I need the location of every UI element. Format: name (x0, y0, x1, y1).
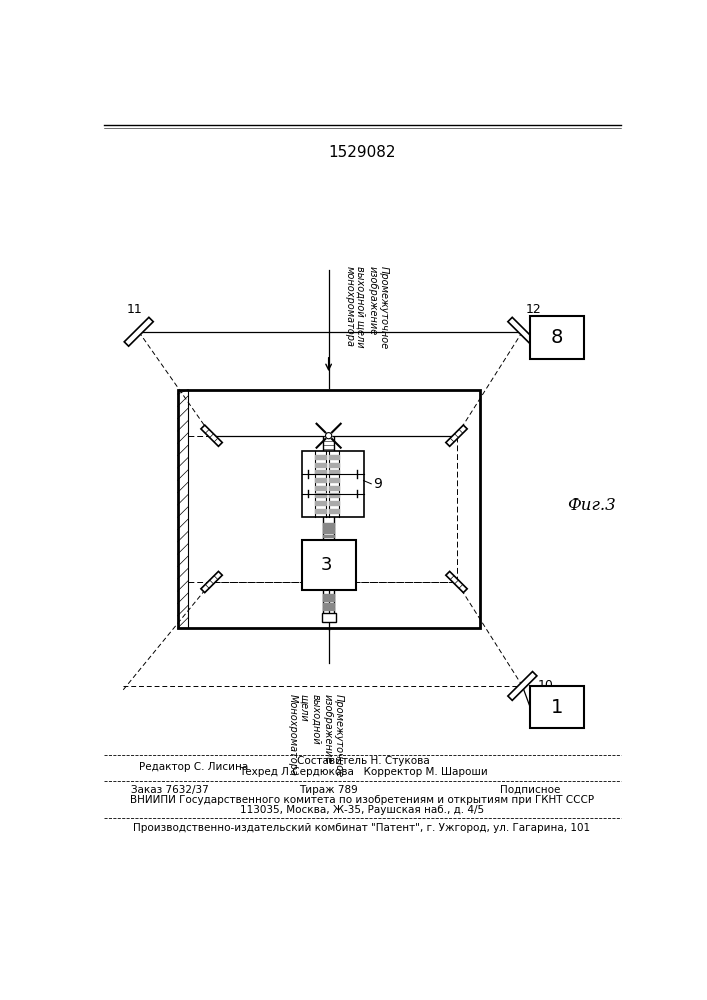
Polygon shape (315, 470, 327, 474)
Text: 1529082: 1529082 (328, 145, 396, 160)
Polygon shape (315, 509, 327, 513)
Polygon shape (329, 501, 339, 505)
Polygon shape (323, 531, 334, 533)
Bar (530, 316, 585, 359)
Polygon shape (323, 523, 334, 526)
Text: Промежуточное
изображение
выходной щели
монохроматора: Промежуточное изображение выходной щели … (344, 266, 389, 350)
Polygon shape (329, 455, 339, 459)
Polygon shape (315, 501, 327, 505)
Polygon shape (315, 486, 327, 490)
Circle shape (325, 433, 332, 439)
Polygon shape (124, 317, 153, 346)
Text: Подписное: Подписное (500, 785, 561, 795)
Polygon shape (508, 672, 537, 700)
Text: 11: 11 (127, 303, 143, 316)
Polygon shape (446, 571, 467, 593)
Polygon shape (201, 571, 222, 593)
Polygon shape (329, 470, 339, 474)
Polygon shape (315, 463, 327, 466)
Polygon shape (315, 493, 327, 497)
Text: 12: 12 (526, 303, 542, 316)
Text: Заказ 7632/37: Заказ 7632/37 (131, 785, 209, 795)
Text: 1: 1 (551, 698, 563, 717)
Text: Техред Л.Сердюкова   Корректор М. Шароши: Техред Л.Сердюкова Корректор М. Шароши (239, 767, 488, 777)
Text: Редактор С. Лисина: Редактор С. Лисина (139, 762, 248, 772)
Text: Тираж 789: Тираж 789 (299, 785, 358, 795)
Text: 10: 10 (538, 679, 554, 692)
Polygon shape (323, 603, 334, 606)
Text: Промежуточное
изображение
выходной
щели
Монохроматора: Промежуточное изображение выходной щели … (288, 694, 344, 777)
Polygon shape (329, 478, 339, 482)
Polygon shape (446, 425, 467, 446)
Text: 9: 9 (373, 477, 382, 491)
Polygon shape (323, 527, 334, 530)
Bar (177, 389, 480, 628)
Text: Фиг.3: Фиг.3 (567, 496, 616, 514)
Bar (322, 613, 336, 622)
Text: 113035, Москва, Ж-35, Раушская наб., д. 4/5: 113035, Москва, Ж-35, Раушская наб., д. … (240, 805, 484, 815)
Text: 8: 8 (551, 328, 563, 347)
Polygon shape (323, 535, 334, 537)
Polygon shape (315, 455, 327, 459)
Polygon shape (315, 478, 327, 482)
Polygon shape (329, 509, 339, 513)
Bar (301, 451, 363, 517)
Polygon shape (201, 425, 222, 446)
Text: Производственно-издательский комбинат "Патент", г. Ужгород, ул. Гагарина, 101: Производственно-издательский комбинат "П… (134, 823, 590, 833)
Polygon shape (323, 598, 334, 601)
Polygon shape (323, 607, 334, 610)
Text: 3: 3 (320, 556, 332, 574)
Polygon shape (508, 317, 537, 346)
Polygon shape (329, 486, 339, 490)
Polygon shape (329, 493, 339, 497)
Polygon shape (329, 463, 339, 466)
Text: ВНИИПИ Государственного комитета по изобретениям и открытиям при ГКНТ СССР: ВНИИПИ Государственного комитета по изоб… (130, 795, 594, 805)
Bar (530, 686, 585, 728)
Text: Составитель Н. Стукова: Составитель Н. Стукова (297, 756, 430, 766)
Polygon shape (323, 594, 334, 597)
Bar (301, 540, 356, 590)
